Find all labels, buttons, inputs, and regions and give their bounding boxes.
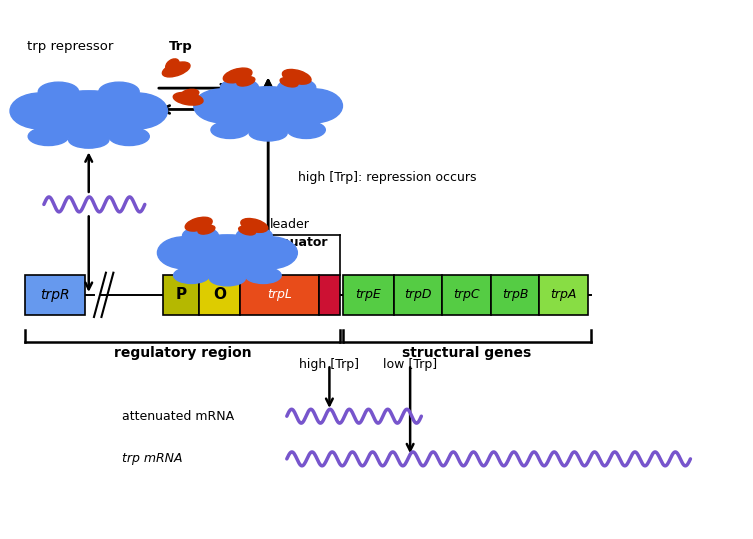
Bar [491, 275, 539, 315]
Bar [200, 275, 240, 315]
Ellipse shape [163, 62, 190, 77]
Ellipse shape [107, 93, 167, 129]
Text: trpR: trpR [41, 288, 70, 302]
Text: structural genes: structural genes [402, 346, 532, 360]
Ellipse shape [185, 217, 212, 231]
Bar [394, 275, 442, 315]
Ellipse shape [109, 127, 149, 146]
Bar [343, 275, 394, 315]
Bar [25, 275, 85, 315]
Text: trpL: trpL [267, 288, 292, 301]
Ellipse shape [174, 267, 209, 284]
Ellipse shape [209, 271, 245, 286]
Ellipse shape [241, 218, 268, 232]
Text: Trp: Trp [169, 40, 193, 53]
Text: attenuator: attenuator [252, 236, 328, 249]
Ellipse shape [157, 237, 212, 269]
Ellipse shape [194, 89, 251, 123]
Ellipse shape [285, 89, 343, 123]
Text: O: O [213, 287, 227, 302]
Text: trpE: trpE [355, 288, 381, 301]
Text: attenuated mRNA: attenuated mRNA [123, 410, 234, 423]
Ellipse shape [245, 267, 281, 284]
Ellipse shape [221, 79, 258, 97]
Text: trpA: trpA [550, 288, 577, 301]
Text: P: P [176, 287, 187, 302]
Ellipse shape [243, 237, 297, 269]
Text: high [Trp]: repression occurs: high [Trp]: repression occurs [298, 171, 477, 184]
Ellipse shape [211, 121, 249, 139]
Ellipse shape [28, 91, 149, 139]
Text: trpD: trpD [404, 288, 431, 301]
Text: trp repressor: trp repressor [27, 40, 113, 53]
Text: regulatory region: regulatory region [114, 346, 252, 360]
Ellipse shape [278, 79, 316, 97]
Ellipse shape [249, 125, 287, 141]
Text: trpB: trpB [502, 288, 529, 301]
Ellipse shape [182, 227, 218, 244]
Text: trp mRNA: trp mRNA [123, 452, 183, 465]
Ellipse shape [236, 227, 273, 244]
Text: leader: leader [270, 218, 310, 231]
Ellipse shape [280, 78, 298, 87]
Ellipse shape [28, 127, 69, 146]
Ellipse shape [174, 235, 281, 278]
Ellipse shape [99, 82, 139, 101]
Text: trpC: trpC [453, 288, 480, 301]
Ellipse shape [211, 87, 325, 132]
Ellipse shape [282, 70, 311, 84]
Bar [163, 275, 200, 315]
Bar [442, 275, 491, 315]
Text: low [Trp]: low [Trp] [383, 357, 437, 370]
Ellipse shape [173, 93, 203, 105]
Ellipse shape [239, 226, 255, 235]
Ellipse shape [198, 225, 215, 234]
Ellipse shape [237, 77, 255, 86]
Ellipse shape [287, 121, 325, 139]
Ellipse shape [224, 68, 252, 83]
Text: high [Trp]: high [Trp] [300, 357, 359, 370]
Ellipse shape [166, 59, 179, 71]
Bar [240, 275, 319, 315]
Ellipse shape [10, 93, 71, 129]
Ellipse shape [69, 132, 109, 148]
Ellipse shape [38, 82, 78, 101]
Ellipse shape [181, 89, 199, 98]
Bar [319, 275, 340, 315]
Bar [539, 275, 588, 315]
